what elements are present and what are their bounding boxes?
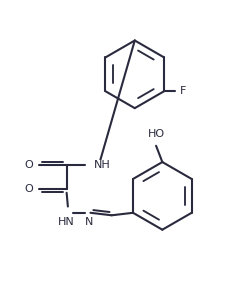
Text: F: F [180, 86, 187, 96]
Text: HO: HO [147, 129, 165, 140]
Text: O: O [25, 160, 34, 170]
Text: HN: HN [58, 217, 75, 227]
Text: NH: NH [94, 160, 111, 170]
Text: N: N [85, 217, 93, 227]
Text: O: O [25, 184, 34, 194]
